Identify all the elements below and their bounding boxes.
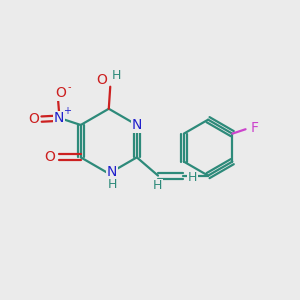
Text: O: O <box>97 73 107 87</box>
Text: N: N <box>107 165 118 179</box>
Text: N: N <box>132 118 142 132</box>
Text: O: O <box>55 86 66 100</box>
Text: H: H <box>153 179 162 192</box>
Text: N: N <box>54 111 64 125</box>
Text: O: O <box>44 150 55 164</box>
Text: H: H <box>188 172 197 184</box>
Text: O: O <box>28 112 39 126</box>
Text: +: + <box>63 106 71 116</box>
Text: F: F <box>251 121 259 135</box>
Text: -: - <box>68 82 71 92</box>
Text: H: H <box>108 178 117 191</box>
Text: H: H <box>112 69 122 82</box>
